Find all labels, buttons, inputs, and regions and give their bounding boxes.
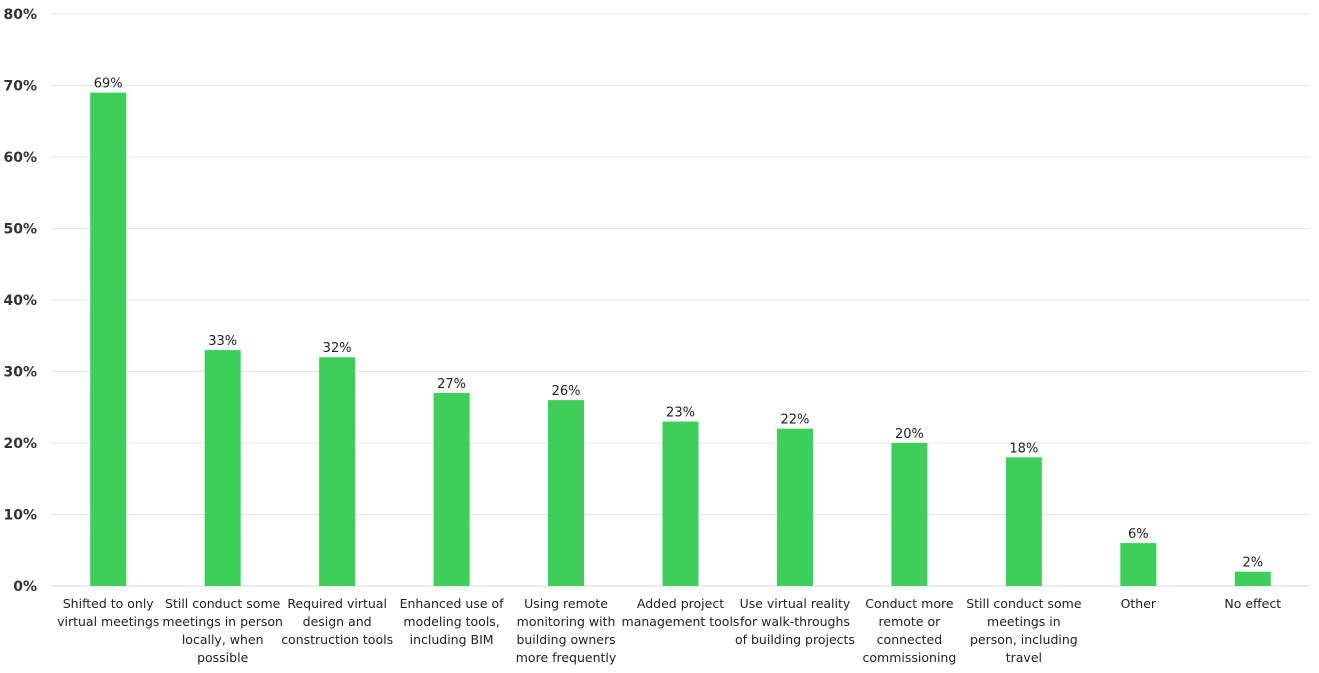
- x-tick-label: Still conduct some: [165, 596, 281, 611]
- bar: [891, 443, 928, 586]
- x-tick-label: virtual meetings: [57, 614, 159, 629]
- data-label: 18%: [1009, 441, 1038, 456]
- x-tick-label: possible: [197, 650, 248, 665]
- x-tick-label: Shifted to only: [63, 596, 155, 611]
- x-tick-label: connected: [877, 632, 942, 647]
- x-tick-label: of building projects: [735, 632, 855, 647]
- y-tick-label: 70%: [3, 79, 37, 95]
- x-tick-label: Using remote: [524, 596, 608, 611]
- x-tick-label: monitoring with: [517, 614, 616, 629]
- bar: [319, 357, 356, 586]
- bar: [1005, 457, 1042, 586]
- x-tick-label: Added project: [637, 596, 724, 611]
- bar: [90, 92, 127, 587]
- data-label: 33%: [208, 334, 237, 349]
- x-tick-label: remote or: [879, 614, 942, 629]
- y-tick-label: 80%: [3, 7, 37, 23]
- x-tick-label: design and: [303, 614, 372, 629]
- y-tick-label: 10%: [3, 508, 37, 524]
- data-label: 22%: [781, 413, 810, 428]
- y-tick-label: 60%: [3, 150, 37, 166]
- data-label: 20%: [895, 427, 924, 442]
- data-label: 23%: [666, 406, 695, 421]
- y-tick-label: 0%: [13, 579, 37, 595]
- x-tick-label: Required virtual: [287, 596, 387, 611]
- bar: [433, 392, 470, 586]
- bar: [548, 400, 585, 586]
- x-tick-label: Other: [1121, 596, 1157, 611]
- data-label: 26%: [552, 384, 581, 399]
- y-tick-label: 40%: [3, 293, 37, 309]
- x-tick-label: more frequently: [516, 650, 617, 665]
- bar: [1120, 543, 1157, 586]
- x-tick-label: management tools: [622, 614, 740, 629]
- bar: [662, 421, 699, 586]
- x-tick-label: meetings in person: [162, 614, 283, 629]
- x-tick-label: including BIM: [410, 632, 494, 647]
- x-tick-label: person, including: [970, 632, 1078, 647]
- y-tick-label: 30%: [3, 365, 37, 381]
- x-tick-label: meetings in: [987, 614, 1061, 629]
- data-label: 2%: [1242, 556, 1263, 571]
- y-tick-label: 20%: [3, 436, 37, 452]
- data-label: 27%: [437, 377, 466, 392]
- x-tick-label: for walk-throughs: [740, 614, 850, 629]
- x-tick-label: locally, when: [182, 632, 264, 647]
- bar: [1234, 571, 1271, 586]
- data-label: 69%: [94, 77, 123, 92]
- x-tick-label: Conduct more: [865, 596, 954, 611]
- bar: [204, 350, 241, 586]
- x-tick-label: travel: [1006, 650, 1042, 665]
- x-tick-label: modeling tools,: [403, 614, 499, 629]
- x-tick-label: Use virtual reality: [740, 596, 851, 611]
- x-tick-label: No effect: [1224, 596, 1281, 611]
- data-label: 6%: [1128, 527, 1149, 542]
- y-tick-label: 50%: [3, 222, 37, 238]
- bar: [776, 428, 813, 586]
- x-tick-label: commissioning: [863, 650, 957, 665]
- x-tick-label: building owners: [516, 632, 615, 647]
- x-tick-label: Still conduct some: [966, 596, 1082, 611]
- x-tick-label: construction tools: [281, 632, 393, 647]
- data-label: 32%: [323, 341, 352, 356]
- x-tick-label: Enhanced use of: [400, 596, 505, 611]
